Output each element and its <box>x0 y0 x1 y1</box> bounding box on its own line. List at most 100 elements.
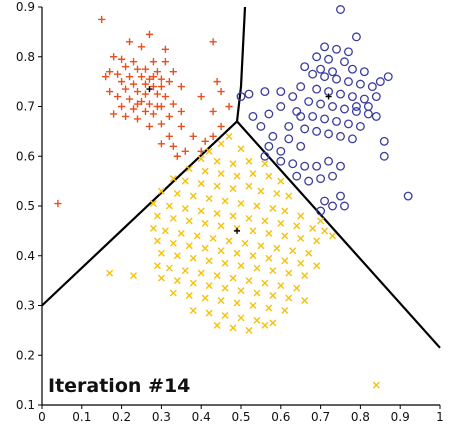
blue-point-73 <box>403 191 413 201</box>
yellow-point-112 <box>233 299 241 307</box>
red-point-41 <box>149 110 158 118</box>
x-tick-label: 0.2 <box>112 410 131 424</box>
yellow-point-82 <box>221 259 229 267</box>
red-point-63 <box>209 132 217 140</box>
blue-point-46 <box>260 87 270 97</box>
yellow-point-93 <box>229 274 237 282</box>
y-tick-label: 0.9 <box>16 0 35 14</box>
blue-centroid <box>325 93 332 100</box>
yellow-point-106 <box>285 294 293 302</box>
red-point-61 <box>173 152 181 160</box>
x-tick-label: 0.3 <box>152 410 171 424</box>
red-point-5 <box>161 45 169 53</box>
red-point-59 <box>169 142 177 150</box>
yellow-point-62 <box>225 237 233 245</box>
yellow-point-41 <box>245 214 253 222</box>
red-point-13 <box>141 65 150 73</box>
yellow-point-22 <box>257 187 265 195</box>
blue-point-80 <box>276 87 286 97</box>
blue-point-35 <box>332 116 341 126</box>
yellow-point-52 <box>249 227 257 235</box>
blue-point-22 <box>336 89 345 99</box>
yellow-point-7 <box>245 157 253 165</box>
blue-point-11 <box>347 64 357 74</box>
yellow-point-13 <box>249 170 257 178</box>
yellow-point-91 <box>197 269 205 277</box>
red-point-22 <box>118 78 126 86</box>
y-tick-label: 0.8 <box>16 50 35 64</box>
red-point-15 <box>106 68 114 76</box>
yellow-point-61 <box>209 234 217 242</box>
yellow-point-75 <box>265 254 273 262</box>
yellow-point-40 <box>229 212 237 220</box>
yellow-point-6 <box>229 160 237 168</box>
blue-point-54 <box>276 146 286 156</box>
red-point-56 <box>165 132 173 140</box>
boundary-line-1 <box>41 120 238 307</box>
blue-point-32 <box>292 107 302 116</box>
blue-point-64 <box>316 174 326 184</box>
blue-point-69 <box>320 196 330 206</box>
red-point-72 <box>54 199 62 208</box>
yellow-point-79 <box>173 252 181 260</box>
yellow-point-37 <box>181 204 189 212</box>
yellow-point-115 <box>281 306 289 314</box>
blue-point-44 <box>264 109 274 119</box>
yellow-point-71 <box>201 244 209 252</box>
yellow-point-127 <box>130 272 138 280</box>
blue-point-48 <box>236 92 246 101</box>
y-tick-label: 0.7 <box>16 100 35 114</box>
red-point-54 <box>177 122 185 130</box>
x-tick-label: 0.9 <box>391 410 410 424</box>
yellow-point-77 <box>297 259 305 267</box>
red-point-17 <box>125 73 134 81</box>
x-tick-label: 0.8 <box>351 410 370 424</box>
yellow-point-53 <box>265 229 273 237</box>
yellow-point-110 <box>201 294 209 302</box>
blue-point-18 <box>367 82 377 92</box>
x-tick-label: 0.6 <box>271 410 290 424</box>
red-centroid <box>146 86 153 93</box>
red-point-39 <box>129 105 138 113</box>
blue-point-77 <box>375 77 385 87</box>
blue-point-56 <box>260 151 270 161</box>
yellow-point-29 <box>221 197 229 205</box>
blue-point-2 <box>320 42 330 52</box>
red-point-10 <box>161 58 169 66</box>
yellow-point-16 <box>169 175 177 183</box>
blue-point-68 <box>328 201 337 211</box>
yellow-point-100 <box>189 279 197 287</box>
yellow-point-33 <box>281 207 289 215</box>
yellow-point-68 <box>153 237 161 245</box>
red-point-51 <box>209 107 217 116</box>
red-point-30 <box>153 90 162 98</box>
red-point-4 <box>137 43 146 51</box>
yellow-point-103 <box>237 287 245 295</box>
blue-point-4 <box>344 47 353 57</box>
blue-point-1 <box>351 32 361 42</box>
blue-point-47 <box>244 89 254 99</box>
yellow-point-121 <box>269 319 277 327</box>
blue-point-9 <box>316 64 326 74</box>
blue-point-50 <box>256 121 266 131</box>
red-point-24 <box>141 80 150 88</box>
red-point-65 <box>153 102 162 111</box>
yellow-point-58 <box>161 227 169 235</box>
yellow-point-105 <box>269 292 277 300</box>
yellow-point-49 <box>201 219 209 227</box>
red-point-67 <box>106 87 114 96</box>
yellow-point-104 <box>253 289 261 297</box>
blue-point-43 <box>347 134 357 144</box>
blue-point-82 <box>296 111 306 121</box>
blue-point-62 <box>336 161 345 171</box>
yellow-point-31 <box>253 202 261 210</box>
red-point-6 <box>110 53 118 61</box>
red-point-14 <box>153 68 162 76</box>
yellow-point-85 <box>269 267 277 275</box>
blue-point-29 <box>340 104 349 114</box>
blue-point-66 <box>292 171 302 181</box>
blue-point-6 <box>324 54 334 64</box>
red-point-18 <box>137 73 146 81</box>
yellow-point-83 <box>237 262 245 270</box>
red-point-31 <box>161 92 169 101</box>
